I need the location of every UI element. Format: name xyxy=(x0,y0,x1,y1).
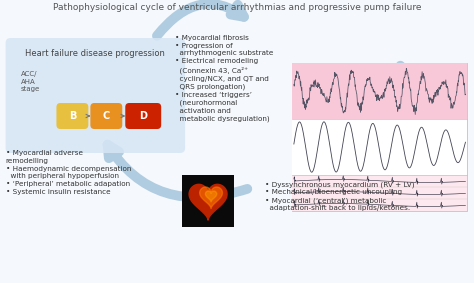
Text: Heart failure disease progression: Heart failure disease progression xyxy=(26,49,165,58)
Bar xyxy=(292,119,467,175)
Text: B: B xyxy=(69,111,76,121)
FancyBboxPatch shape xyxy=(125,103,161,129)
Text: • Myocardial adverse
remodelling
• Haemodynamic decompensation
  with peripheral: • Myocardial adverse remodelling • Haemo… xyxy=(6,150,131,195)
FancyBboxPatch shape xyxy=(56,103,88,129)
FancyBboxPatch shape xyxy=(6,38,185,153)
Text: Pathophysiological cycle of ventricular arrhythmias and progressive pump failure: Pathophysiological cycle of ventricular … xyxy=(53,3,421,12)
Text: D: D xyxy=(139,111,147,121)
Text: • Myocardial fibrosis
• Progression of
  arrhythmogenic substrate
• Electrical r: • Myocardial fibrosis • Progression of a… xyxy=(175,35,273,122)
Bar xyxy=(292,63,467,211)
FancyBboxPatch shape xyxy=(91,103,122,129)
Bar xyxy=(182,175,234,227)
Polygon shape xyxy=(189,184,227,220)
Text: • Dyssynchronous myocardium (RV + LV)
• Mechanical/bioenergetic uncoupling
• Myo: • Dyssynchronous myocardium (RV + LV) • … xyxy=(265,181,414,211)
Polygon shape xyxy=(205,191,217,202)
Text: C: C xyxy=(103,111,110,121)
Polygon shape xyxy=(200,187,222,208)
Bar xyxy=(292,175,467,211)
Bar xyxy=(292,63,467,119)
Text: ACC/
AHA
stage: ACC/ AHA stage xyxy=(20,71,40,92)
